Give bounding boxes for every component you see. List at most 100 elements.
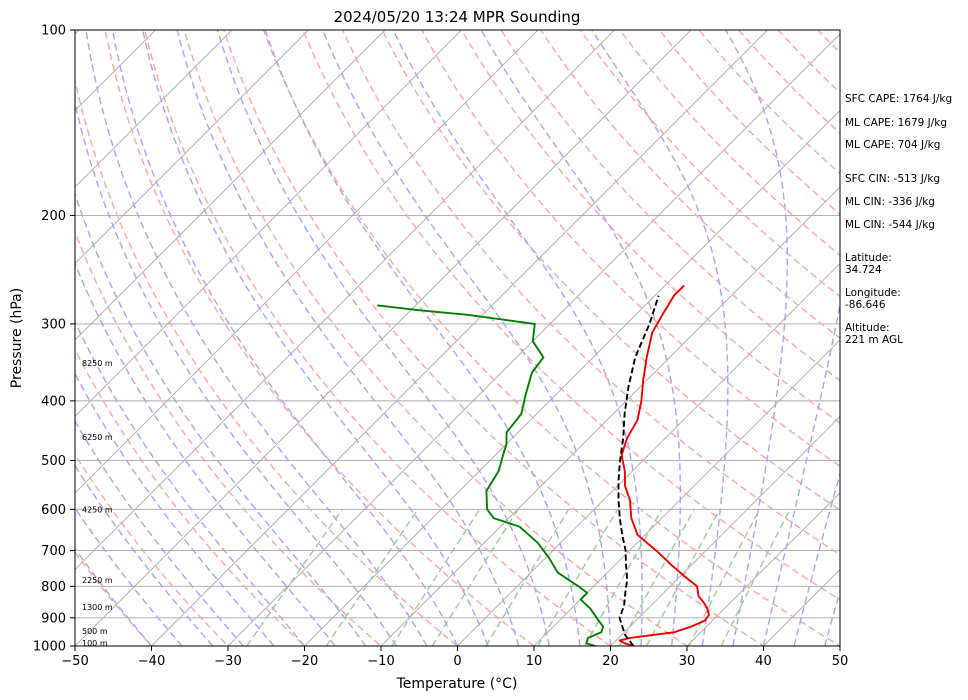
- mixing-ratio-line: [584, 508, 663, 646]
- info-line: 34.724: [845, 264, 882, 276]
- x-tick-label: −40: [138, 654, 165, 669]
- isotherm-line: [533, 339, 840, 646]
- moist-adiabat-line: [264, 30, 581, 646]
- x-tick-label: 50: [832, 654, 849, 669]
- mixing-ratio-line: [391, 508, 481, 646]
- dry-adiabat-line: [75, 550, 153, 646]
- y-tick-label: 1000: [33, 640, 66, 655]
- moist-adiabat-line: [142, 30, 489, 646]
- isotherm-line: [75, 30, 539, 494]
- mixing-ratio-line: [645, 508, 721, 646]
- temperature-line: [618, 284, 710, 646]
- dry-adiabat-line: [75, 77, 459, 646]
- height-label: 6250 m: [82, 433, 113, 442]
- isotherm-line: [75, 30, 310, 265]
- info-line: ML CIN: -544 J/kg: [845, 219, 935, 231]
- dry-adiabat-line: [341, 30, 840, 556]
- x-tick-label: 10: [526, 654, 543, 669]
- isotherm-line: [75, 30, 233, 188]
- dry-adiabat-line: [262, 30, 840, 646]
- mixing-ratio-line: [246, 508, 343, 646]
- isotherm-line: [75, 30, 692, 646]
- sounding-lines: [377, 284, 710, 646]
- moist-adiabat-line: [75, 547, 153, 646]
- moist-adiabat-line: [322, 30, 612, 646]
- y-tick-label: 600: [41, 503, 66, 518]
- moist-adiabat-line: [75, 191, 367, 646]
- height-label: 8250 m: [82, 359, 113, 368]
- mixing-ratio-line: [688, 508, 761, 646]
- mixing-ratio-line: [325, 508, 419, 646]
- x-tick-label: −10: [367, 654, 394, 669]
- height-label: 1300 m: [82, 603, 113, 612]
- y-tick-label: 200: [41, 209, 66, 224]
- y-tick-label: 400: [41, 394, 66, 409]
- y-tick-label: 300: [41, 317, 66, 332]
- moist-adiabat-line: [725, 30, 788, 646]
- mixing-ratio-line: [485, 508, 570, 646]
- dry-adiabat-line: [460, 30, 840, 424]
- x-tick-label: 20: [602, 654, 619, 669]
- info-line: Latitude:: [845, 252, 892, 264]
- mixing-ratio-line: [720, 508, 791, 646]
- moist-adiabat-line: [75, 419, 244, 646]
- dry-adiabat-line: [421, 30, 840, 468]
- mixing-ratio-line: [537, 508, 619, 646]
- isotherm-line: [609, 415, 840, 646]
- moist-adiabat-line: [75, 372, 275, 646]
- moist-adiabat-line: [111, 30, 459, 646]
- x-tick-label: −20: [291, 654, 318, 669]
- dry-adiabat-line: [75, 348, 306, 646]
- isotherm-line: [456, 262, 840, 646]
- moist-adiabat-line: [75, 100, 397, 646]
- height-label: 100 m: [82, 639, 108, 648]
- isotherm-line: [75, 30, 157, 112]
- x-axis-ticks: −50 −40 −30 −20 −10 0 10 20 30 40 50: [61, 646, 848, 669]
- dewpoint-line: [377, 304, 605, 646]
- info-line: ML CAPE: 704 J/kg: [845, 139, 940, 151]
- x-tick-label: 40: [755, 654, 772, 669]
- moist-adiabat-line: [75, 320, 306, 646]
- chart-title: 2024/05/20 13:24 MPR Sounding: [334, 8, 581, 26]
- x-axis-label: Temperature (°C): [396, 676, 518, 692]
- dry-adiabat-line: [579, 30, 840, 298]
- info-line: Longitude:: [845, 287, 901, 299]
- dry-adiabat-line: [381, 30, 840, 511]
- isotherm-line: [75, 30, 463, 418]
- x-tick-label: 0: [453, 654, 461, 669]
- dry-adiabat-line: [539, 30, 840, 340]
- isotherm-line: [303, 109, 840, 646]
- info-line: 221 m AGL: [845, 334, 903, 346]
- dry-adiabat-line: [143, 30, 612, 646]
- height-label: 2250 m: [82, 576, 113, 585]
- dry-adiabat-line: [75, 452, 229, 646]
- info-line: ML CAPE: 1679 J/kg: [845, 117, 947, 129]
- x-tick-label: 30: [679, 654, 696, 669]
- info-line: Altitude:: [845, 322, 890, 334]
- moist-adiabat-line: [793, 471, 840, 646]
- dry-adiabat-line: [302, 30, 840, 601]
- y-axis-ticks: 100 200 300 400 500 600 700 800 900 1000: [33, 24, 75, 655]
- mixing-ratio-line: [431, 508, 519, 646]
- x-tick-label: −50: [61, 654, 88, 669]
- moist-adiabat-line: [762, 301, 840, 646]
- moist-adiabat-line: [392, 30, 643, 646]
- height-label: 500 m: [82, 627, 108, 636]
- isotherm-line: [75, 30, 616, 571]
- y-tick-label: 700: [41, 544, 66, 559]
- dry-adiabat-line: [75, 229, 383, 646]
- isotherm-line: [75, 30, 386, 341]
- moist-adiabat-line: [480, 30, 682, 646]
- info-line: ML CIN: -336 J/kg: [845, 196, 935, 208]
- dry-adiabat-line: [183, 30, 689, 646]
- isotherm-line: [686, 492, 840, 646]
- info-line: -86.646: [845, 299, 886, 311]
- dry-adiabat-line: [104, 30, 536, 646]
- info-line: SFC CAPE: 1764 J/kg: [845, 93, 952, 105]
- moist-adiabat-line: [824, 588, 840, 646]
- info-panel: SFC CAPE: 1764 J/kg ML CAPE: 1679 J/kg ML …: [845, 93, 952, 346]
- dry-adiabat-line: [223, 30, 765, 646]
- mixing-ratio-line: [618, 508, 695, 646]
- plot-frame: [74, 29, 841, 647]
